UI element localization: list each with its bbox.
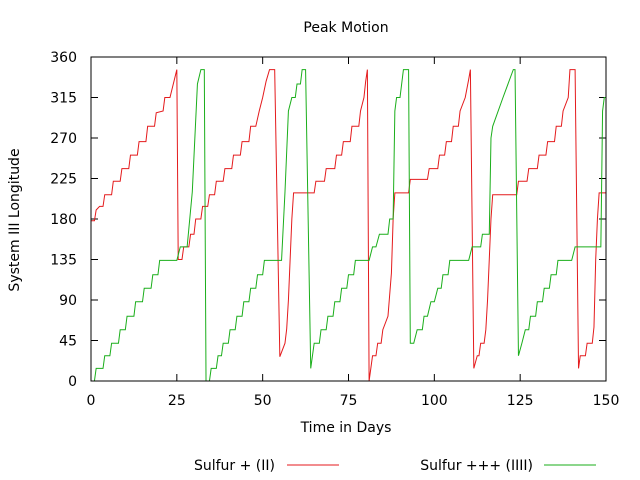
x-tick-label: 100 bbox=[421, 393, 448, 409]
y-tick-label: 0 bbox=[68, 374, 77, 390]
y-tick-label: 270 bbox=[50, 131, 77, 147]
series-lines bbox=[91, 69, 606, 381]
plot-frame bbox=[90, 56, 607, 382]
y-tick-label: 360 bbox=[50, 50, 77, 66]
x-tick-label: 50 bbox=[254, 393, 272, 409]
axis-ticks: 0 25 50 75 100 125 150 0 45 90 135 180 225 270 315 360 bbox=[50, 50, 619, 409]
y-tick-label: 225 bbox=[50, 172, 77, 188]
x-tick-label: 25 bbox=[168, 393, 186, 409]
y-tick-label: 315 bbox=[50, 91, 77, 107]
series-line-sulfur-iiii bbox=[91, 69, 606, 381]
legend-label-sulfur-ii: Sulfur + (II) bbox=[194, 458, 275, 474]
legend: Sulfur + (II) Sulfur +++ (IIII) bbox=[194, 458, 596, 474]
legend-label-sulfur-iiii: Sulfur +++ (IIII) bbox=[420, 458, 533, 474]
x-tick-label: 150 bbox=[593, 393, 620, 409]
y-tick-label: 180 bbox=[50, 212, 77, 228]
y-tick-label: 135 bbox=[50, 253, 77, 269]
y-axis-label: System III Longitude bbox=[7, 148, 23, 291]
series-line-sulfur-ii bbox=[91, 69, 606, 381]
x-tick-label: 125 bbox=[507, 393, 534, 409]
y-tick-label: 90 bbox=[59, 293, 77, 309]
x-tick-label: 0 bbox=[87, 393, 96, 409]
x-axis-label: Time in Days bbox=[300, 420, 392, 436]
x-tick-label: 75 bbox=[340, 393, 358, 409]
y-tick-label: 45 bbox=[59, 334, 77, 350]
chart-title: Peak Motion bbox=[303, 20, 388, 36]
